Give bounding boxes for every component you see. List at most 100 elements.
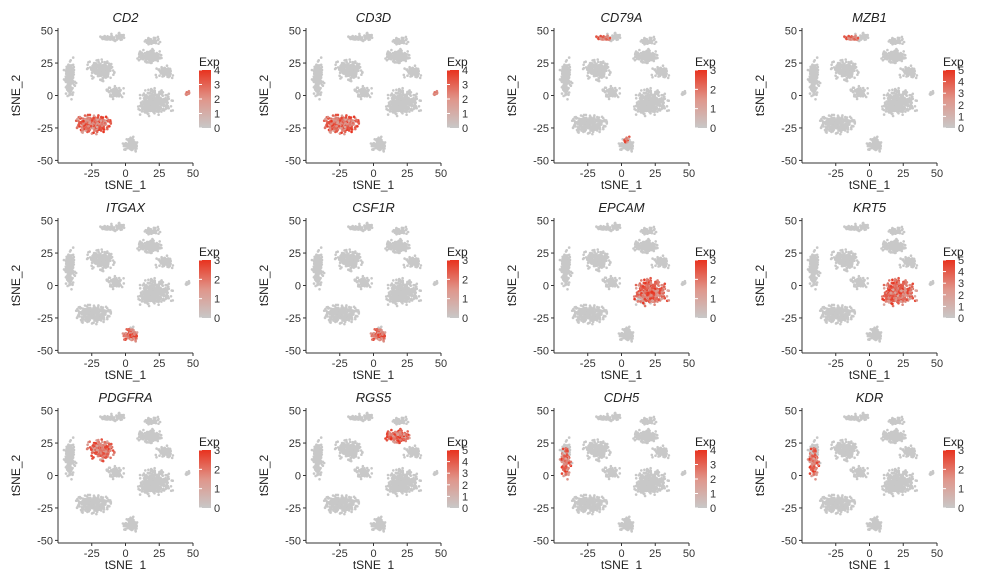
cell-point: [348, 58, 352, 61]
cell-point: [587, 64, 591, 67]
cell-point: [138, 97, 142, 100]
cell-point: [657, 91, 661, 94]
cell-point: [371, 148, 374, 151]
panel-title: CD79A: [601, 10, 643, 25]
cell-point: [158, 56, 162, 59]
cell-point: [171, 109, 175, 112]
cell-point: [170, 99, 173, 102]
cell-point: [645, 89, 649, 93]
cell-point: [118, 35, 122, 39]
cell-point: [366, 89, 369, 92]
cell-point: [155, 76, 158, 79]
cell-point: [123, 148, 126, 151]
cell-point: [101, 77, 104, 81]
cell-point: [653, 42, 656, 45]
cell-point: [634, 97, 638, 100]
cell-point: [138, 113, 142, 116]
cell-point: [643, 98, 647, 101]
cell-point: [150, 96, 153, 99]
cell-point: [381, 141, 384, 145]
cell-point: [377, 136, 380, 139]
cell-point: [650, 106, 653, 110]
cell-point: [139, 101, 143, 104]
cell-point: [88, 60, 91, 63]
cell-point: [144, 106, 147, 110]
cell-point: [410, 105, 414, 108]
cell-point: [158, 107, 162, 111]
cell-point: [641, 50, 645, 54]
expressing-cell-point: [334, 113, 338, 117]
cell-point: [567, 56, 571, 59]
expressing-cell-point: [348, 122, 352, 126]
cell-point: [380, 147, 384, 150]
cell-point: [653, 53, 656, 56]
cell-point: [314, 65, 318, 68]
cell-point: [156, 59, 160, 63]
expressing-cell-point: [108, 125, 111, 128]
expressing-cell-point: [99, 126, 102, 130]
cell-point: [164, 107, 167, 111]
cell-point: [383, 144, 387, 148]
cell-point: [158, 74, 161, 77]
cell-point: [653, 94, 656, 98]
cell-point: [104, 70, 108, 73]
cell-point: [634, 113, 638, 116]
cell-point: [657, 108, 660, 112]
cell-point: [646, 61, 649, 65]
cell-point: [154, 53, 158, 56]
cell-point: [101, 60, 104, 64]
cell-point: [144, 57, 147, 60]
cell-points: [558, 31, 687, 153]
cell-point: [392, 57, 396, 60]
cell-point: [348, 64, 351, 68]
cell-point: [637, 107, 640, 111]
cell-point: [147, 112, 150, 116]
cell-point: [640, 89, 643, 92]
cell-point: [167, 95, 170, 98]
cell-point: [405, 53, 408, 56]
cell-point: [664, 68, 668, 71]
cell-point: [347, 69, 351, 72]
cell-point: [385, 53, 389, 56]
y-tick-label: 0: [295, 91, 301, 103]
cell-point: [347, 72, 351, 75]
cell-point: [150, 92, 153, 96]
cell-point: [101, 79, 105, 83]
cell-point: [164, 93, 167, 97]
cell-point: [154, 39, 158, 43]
cell-point: [99, 69, 102, 72]
cell-point: [402, 39, 406, 43]
cell-point: [393, 95, 397, 98]
cell-point: [361, 84, 365, 88]
y-tick-label: -25: [37, 123, 53, 135]
expressing-cell-point: [331, 114, 335, 117]
cell-point: [637, 104, 640, 108]
cell-point: [171, 74, 175, 77]
cell-point: [417, 105, 421, 108]
cell-point: [588, 76, 591, 79]
expressing-cell-point: [332, 117, 335, 121]
expressing-cell-point: [96, 118, 99, 121]
cell-point: [85, 67, 89, 71]
cell-point: [161, 91, 165, 94]
cell-point: [656, 93, 660, 96]
cell-point: [387, 101, 391, 104]
expressing-cell-point: [84, 117, 87, 121]
cell-point: [106, 60, 109, 63]
cell-point: [411, 66, 415, 70]
cell-point: [370, 92, 374, 95]
cell-point: [113, 90, 117, 94]
cell-point: [161, 108, 164, 112]
cell-point: [111, 69, 115, 72]
cell-point: [397, 89, 401, 93]
cell-point: [103, 63, 107, 66]
cell-point: [316, 77, 320, 80]
cell-point: [157, 94, 160, 98]
expressing-cell-point: [339, 122, 342, 125]
cell-point: [386, 113, 390, 116]
cell-point: [398, 50, 401, 54]
cell-point: [360, 73, 363, 76]
expressing-cell-point: [103, 123, 107, 126]
cell-point: [106, 73, 109, 76]
y-tick-label: -50: [37, 155, 53, 167]
